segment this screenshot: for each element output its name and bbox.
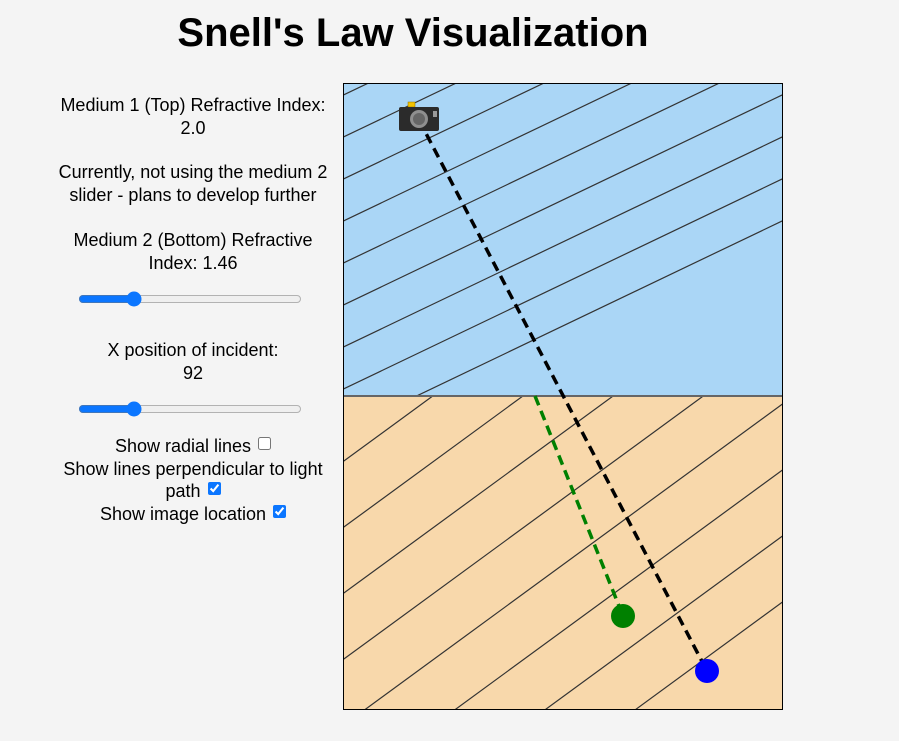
- medium2-perpendicular-lines: [343, 396, 783, 710]
- radial-lines-label: Show radial lines: [114, 436, 252, 456]
- image-ray: [533, 395, 625, 617]
- perpendicular-line-top-4: [343, 83, 634, 222]
- camera-icon[interactable]: [399, 101, 439, 131]
- simulation-svg[interactable]: [343, 83, 783, 710]
- perpendicular-line-top-3: [343, 83, 546, 180]
- radial-lines-checkbox[interactable]: [258, 437, 272, 450]
- perpendicular-line-top-8: [343, 177, 783, 390]
- slider-note: Currently, not using the medium 2 slider…: [58, 162, 328, 205]
- perpendicular-line-top-9: [415, 219, 783, 396]
- x-position-label-text: X position of incident:: [107, 340, 279, 360]
- image-location-checkbox[interactable]: [273, 504, 287, 518]
- medium2-slider[interactable]: [78, 287, 302, 311]
- perpendicular-line-bottom-4: [343, 396, 705, 661]
- medium1-region: [343, 83, 783, 396]
- perpendicular-line-bottom-6: [453, 468, 783, 710]
- simulation-canvas[interactable]: [343, 83, 783, 710]
- perpendicular-line-top-6: [343, 93, 783, 306]
- medium2-label: Medium 2 (Bottom) Refractive Index: 1.46: [73, 230, 313, 273]
- option-perpendicular-lines: Show lines perpendicular to light path: [52, 458, 334, 503]
- perpendicular-line-bottom-7: [543, 534, 783, 710]
- object-point[interactable]: [695, 659, 719, 683]
- page-title: Snell's Law Visualization: [177, 11, 649, 55]
- incident-ray: [417, 119, 709, 672]
- perpendicular-line-bottom-2: [343, 396, 524, 529]
- perpendicular-line-top-5: [343, 83, 721, 264]
- perpendicular-line-bottom-8: [633, 600, 783, 710]
- perpendicular-lines-checkbox[interactable]: [207, 482, 221, 495]
- perpendicular-lines-label: Show lines perpendicular to light path: [63, 458, 323, 502]
- image-location-label: Show image location: [99, 503, 267, 524]
- option-image-location: Show image location: [52, 503, 334, 526]
- canvas-border: [343, 83, 783, 710]
- option-radial-lines: Show radial lines: [52, 435, 334, 458]
- medium2-region: [343, 396, 783, 710]
- medium1-label: Medium 1 (Top) Refractive Index: 2.0: [60, 95, 326, 138]
- x-position-slider[interactable]: [78, 397, 302, 421]
- x-position-value: 92: [182, 362, 204, 383]
- controls-panel: Medium 1 (Top) Refractive Index: 2.0 Cur…: [52, 94, 334, 525]
- perpendicular-line-bottom-5: [363, 402, 783, 710]
- perpendicular-line-bottom-3: [343, 396, 615, 595]
- perpendicular-line-bottom-1: [343, 396, 434, 463]
- image-point: [611, 604, 635, 628]
- x-position-label: X position of incident: 92: [52, 339, 334, 384]
- perpendicular-line-top-7: [343, 135, 783, 348]
